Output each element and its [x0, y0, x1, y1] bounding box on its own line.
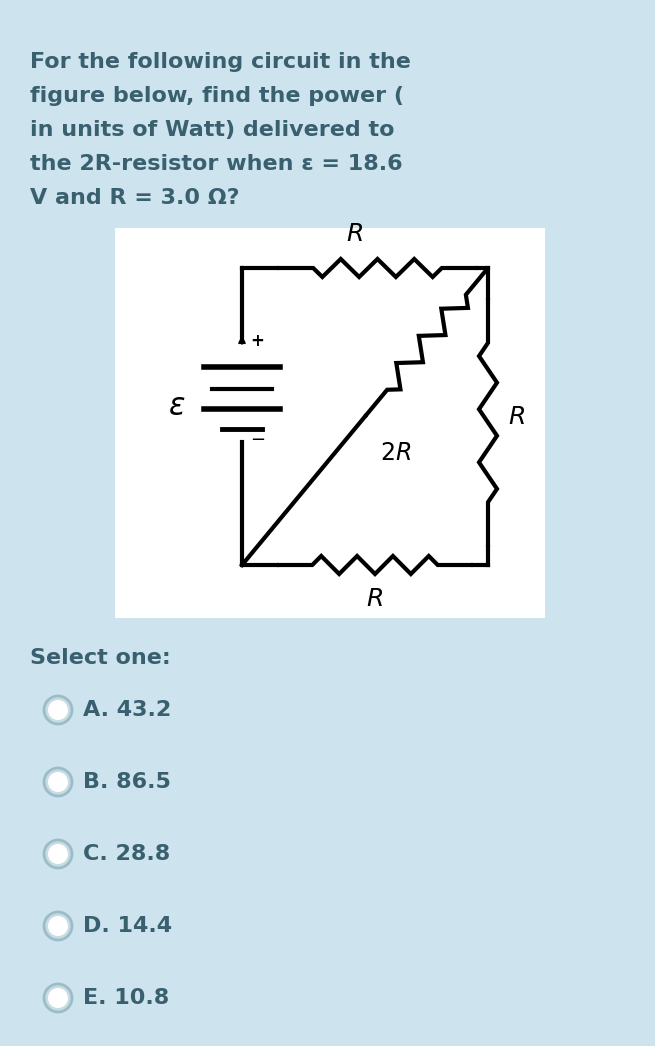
Text: $R$: $R$ — [508, 405, 525, 429]
Text: B. 86.5: B. 86.5 — [83, 772, 171, 792]
Text: in units of Watt) delivered to: in units of Watt) delivered to — [30, 120, 394, 140]
Circle shape — [44, 984, 72, 1011]
Text: V and R = 3.0 Ω?: V and R = 3.0 Ω? — [30, 188, 240, 208]
Text: +: + — [250, 333, 264, 350]
FancyBboxPatch shape — [115, 228, 545, 618]
Text: For the following circuit in the: For the following circuit in the — [30, 52, 411, 72]
Text: D. 14.4: D. 14.4 — [83, 916, 172, 936]
Text: the 2R-resistor when ε = 18.6: the 2R-resistor when ε = 18.6 — [30, 154, 403, 174]
Circle shape — [48, 916, 68, 936]
Circle shape — [44, 912, 72, 940]
Circle shape — [48, 988, 68, 1008]
Text: C. 28.8: C. 28.8 — [83, 844, 170, 864]
Circle shape — [48, 700, 68, 720]
Circle shape — [44, 840, 72, 868]
Text: $\varepsilon$: $\varepsilon$ — [168, 392, 186, 420]
Text: Select one:: Select one: — [30, 649, 171, 668]
Text: A. 43.2: A. 43.2 — [83, 700, 171, 720]
Circle shape — [48, 772, 68, 792]
Text: $R$: $R$ — [346, 222, 364, 246]
Text: E. 10.8: E. 10.8 — [83, 988, 169, 1008]
Circle shape — [44, 768, 72, 796]
Circle shape — [44, 696, 72, 724]
Text: figure below, find the power (: figure below, find the power ( — [30, 86, 404, 106]
Circle shape — [48, 844, 68, 864]
Text: $2R$: $2R$ — [380, 441, 411, 465]
Text: $R$: $R$ — [367, 587, 383, 611]
Text: −: − — [250, 432, 265, 450]
